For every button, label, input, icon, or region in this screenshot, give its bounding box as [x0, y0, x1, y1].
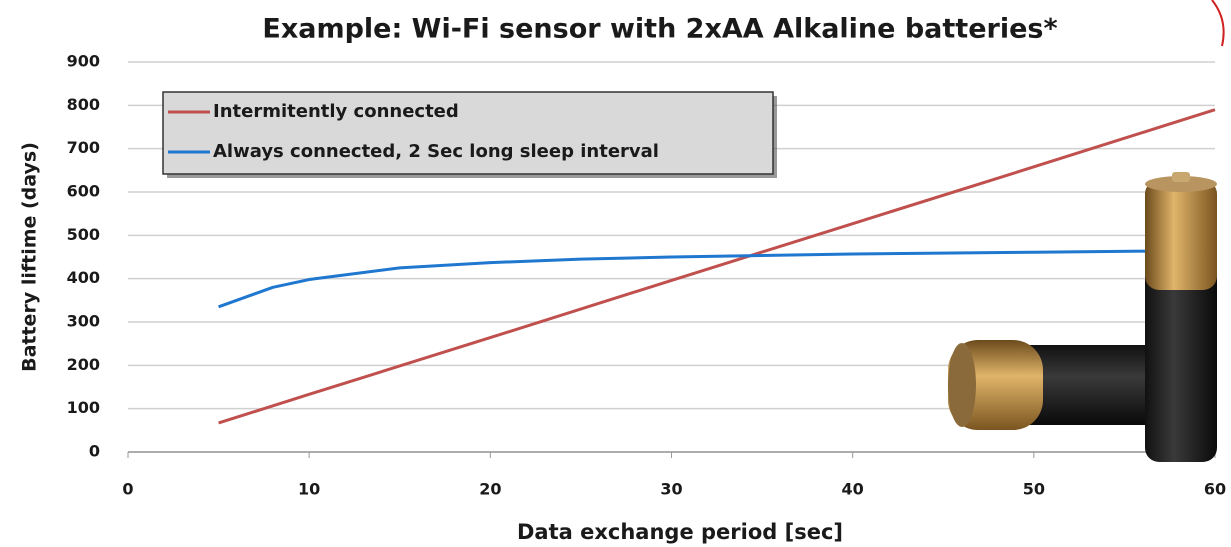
- chart: Example: Wi-Fi sensor with 2xAA Alkaline…: [0, 0, 1231, 547]
- y-tick-label: 300: [67, 312, 100, 331]
- y-tick-label: 0: [89, 442, 100, 461]
- x-tick-label: 10: [298, 480, 320, 499]
- y-axis-label: Battery liftime (days): [19, 142, 41, 372]
- y-tick-label: 600: [67, 182, 100, 201]
- legend-label: Intermitently connected: [213, 101, 459, 122]
- x-axis-label: Data exchange period [sec]: [517, 520, 843, 544]
- legend-label: Always connected, 2 Sec long sleep inter…: [213, 141, 659, 162]
- x-tick-label: 30: [660, 480, 682, 499]
- x-tick-label: 50: [1023, 480, 1045, 499]
- x-tick-label: 60: [1204, 480, 1226, 499]
- x-tick-label: 0: [122, 480, 133, 499]
- x-tick-label: 40: [842, 480, 864, 499]
- y-tick-label: 800: [67, 95, 100, 114]
- battery-image: [948, 172, 1217, 462]
- y-tick-label: 200: [67, 355, 100, 374]
- y-tick-label: 700: [67, 138, 100, 157]
- y-tick-label: 100: [67, 398, 100, 417]
- y-tick-label: 900: [67, 52, 100, 71]
- x-tick-label: 20: [479, 480, 501, 499]
- y-tick-label: 400: [67, 268, 100, 287]
- decoration: [1212, 0, 1224, 46]
- legend: Intermitently connected Always connected,…: [163, 92, 777, 178]
- y-tick-label: 500: [67, 225, 100, 244]
- chart-title: Example: Wi-Fi sensor with 2xAA Alkaline…: [262, 14, 1057, 45]
